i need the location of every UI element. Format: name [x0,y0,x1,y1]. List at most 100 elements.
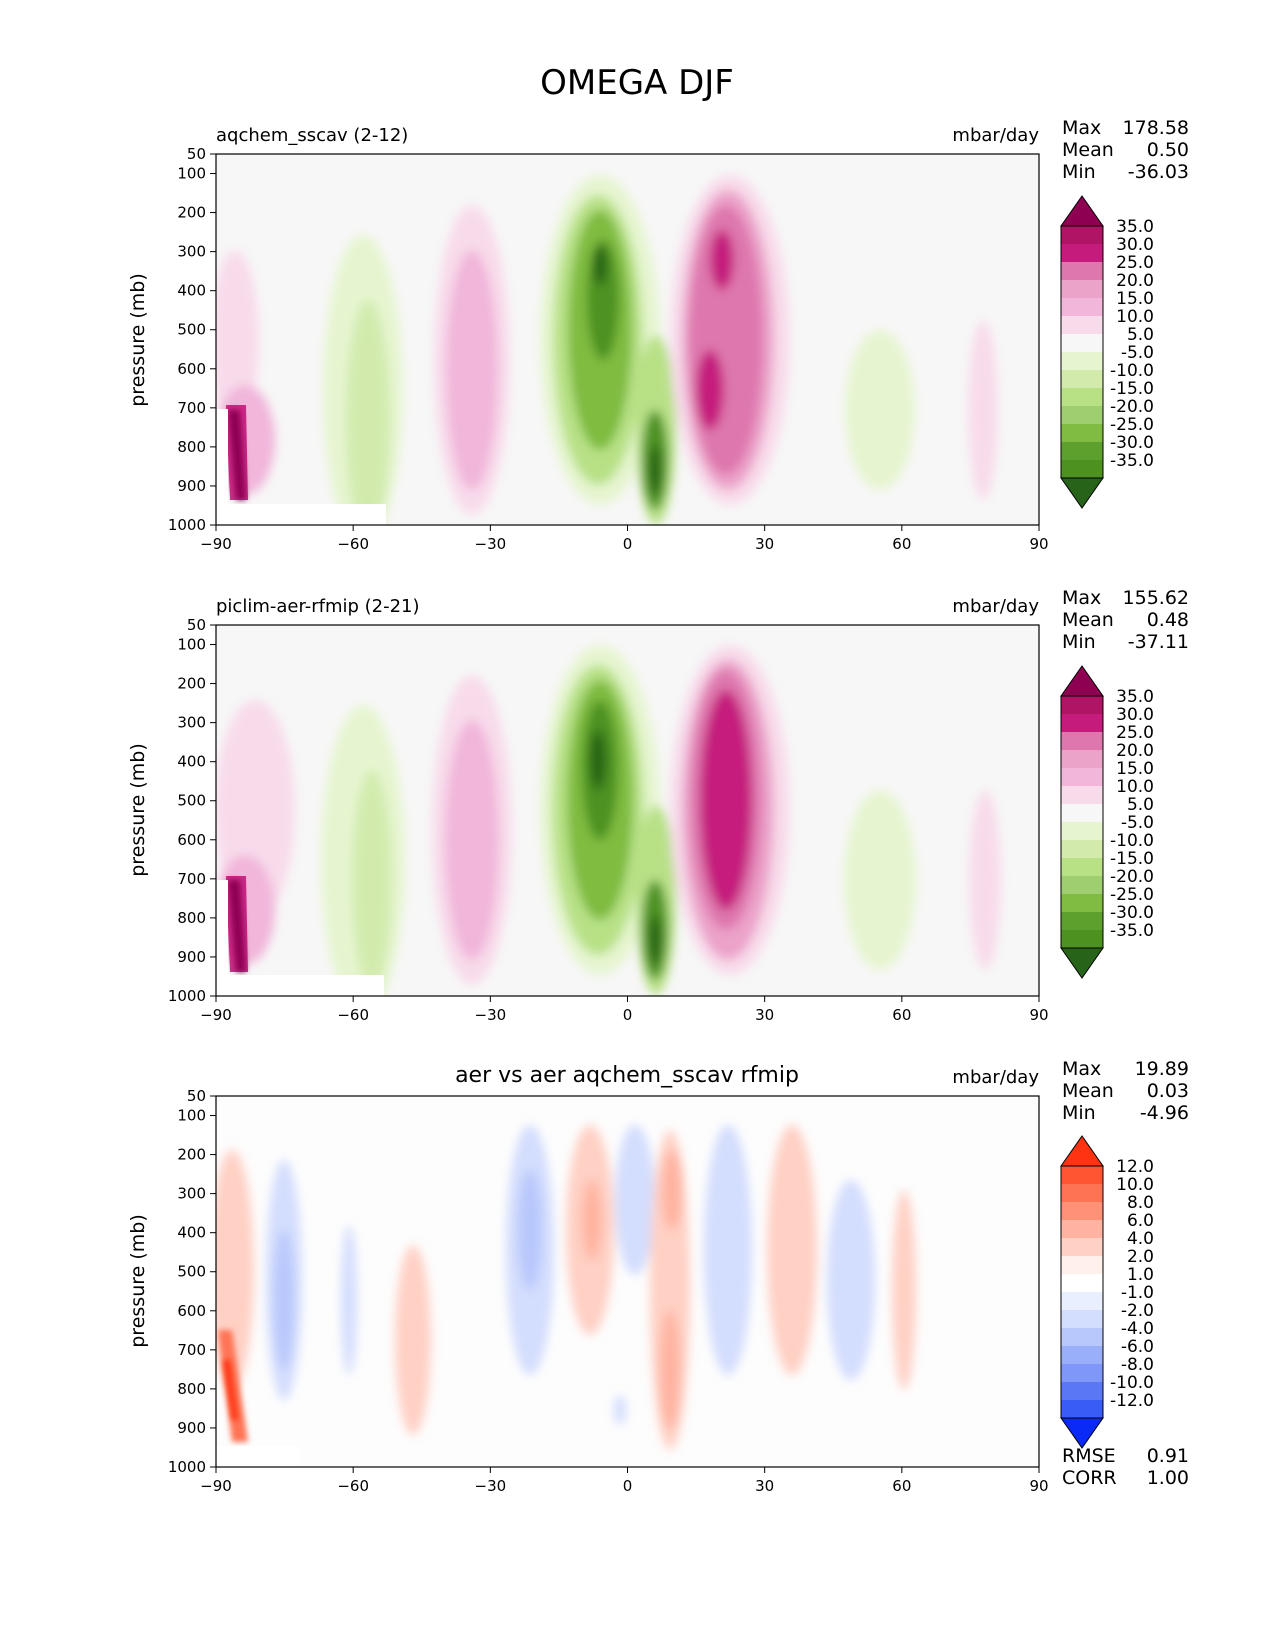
colorbar-segment [1061,334,1103,352]
panel-2-colorbar: 35.030.025.020.015.010.05.0-5.0-10.0-15.… [1060,665,1154,979]
colorbar-frame [1060,1165,1104,1419]
x-tick-label: −30 [475,1006,507,1024]
colorbar-tick-label: -25.0 [1110,885,1154,905]
x-tick-label: 90 [1029,535,1048,553]
colorbar-segment [1061,822,1103,840]
colorbar-segment [1061,1274,1103,1292]
colorbar-tick-label: 20.0 [1116,271,1154,291]
y-tick-label: 100 [177,636,206,654]
colorbar-tick-label: 10.0 [1116,1175,1154,1195]
colorbar-segment [1061,768,1103,786]
panel-3-error-metrics: RMSE 0.91 CORR 1.00 [1062,1445,1189,1489]
y-tick-label: 300 [177,1185,206,1203]
colorbar-tick-label: -30.0 [1110,903,1154,923]
y-tick-label: 1000 [168,516,206,534]
y-tick-label: 200 [177,675,206,693]
x-tick-label: −90 [200,535,232,553]
y-tick-label: 50 [187,145,206,163]
colorbar-tick-label: 10.0 [1116,307,1154,327]
colorbar-segment [1061,316,1103,334]
y-tick-label: 100 [177,165,206,183]
y-tick-label: 900 [177,1419,206,1437]
colorbar-tick-label: -12.0 [1110,1391,1154,1411]
colorbar-tick-label: -35.0 [1110,451,1154,471]
stat-label: Max [1062,587,1101,609]
y-tick-label: 600 [177,1302,206,1320]
panel-3-ylabel: pressure (mb) [127,1214,149,1348]
colorbar-tick-label: 15.0 [1116,289,1154,309]
colorbar-tick-label: 25.0 [1116,253,1154,273]
colorbar-segment [1061,442,1103,460]
y-tick-label: 400 [177,1224,206,1242]
y-tick-label: 800 [177,1380,206,1398]
colorbar-tick-label: -15.0 [1110,379,1154,399]
colorbar-segment [1061,388,1103,406]
y-tick-label: 100 [177,1107,206,1125]
colorbar-tick-label: -35.0 [1110,921,1154,941]
y-tick-label: 400 [177,282,206,300]
panel-2-title: piclim-aer-rfmip (2-21) [216,596,420,617]
y-tick-label: 800 [177,438,206,456]
stat-value: 0.50 [1147,139,1189,161]
stat-value: 19.89 [1135,1058,1189,1080]
colorbar-tick-label: -15.0 [1110,849,1154,869]
x-tick-label: 30 [755,1006,774,1024]
y-tick-label: 200 [177,204,206,222]
y-tick-label: 500 [177,792,206,810]
x-tick-label: 0 [623,1006,633,1024]
colorbar-frame [1060,695,1104,949]
y-tick-label: 700 [177,1341,206,1359]
stat-label: Mean [1062,609,1114,631]
colorbar-extend-top [1060,1135,1104,1167]
y-tick-label: 800 [177,909,206,927]
colorbar-segment [1061,226,1103,244]
colorbar-tick-label: -5.0 [1121,343,1154,363]
colorbar-tick-label: 12.0 [1116,1157,1154,1177]
stat-label: Mean [1062,139,1114,161]
panel-2-contours [216,645,1001,996]
x-tick-label: 30 [755,1477,774,1495]
colorbar-extend-bottom [1060,947,1104,979]
colorbar-tick-label: -30.0 [1110,433,1154,453]
x-tick-label: 60 [892,535,911,553]
y-tick-label: 1000 [168,1458,206,1476]
panel-2-stats: Max 155.62 Mean 0.48 Min -37.11 [1062,587,1189,653]
colorbar-segment [1061,1382,1103,1400]
colorbar-tick-label: 30.0 [1116,235,1154,255]
colorbar-tick-label: -8.0 [1121,1355,1154,1375]
y-tick-label: 900 [177,948,206,966]
x-tick-label: −90 [200,1477,232,1495]
stat-label: Min [1062,161,1096,183]
colorbar-segment [1061,858,1103,876]
x-tick-label: 30 [755,535,774,553]
stat-value: 0.48 [1147,609,1189,631]
colorbar-segment [1061,1166,1103,1184]
colorbar-segment [1061,280,1103,298]
panel-3-title: aer vs aer aqchem_sscav rfmip [455,1063,799,1088]
y-tick-label: 500 [177,321,206,339]
colorbar-tick-label: 4.0 [1127,1229,1154,1249]
x-tick-label: 90 [1029,1006,1048,1024]
stat-value: 0.03 [1147,1080,1189,1102]
x-tick-label: 60 [892,1477,911,1495]
metric-value: 1.00 [1147,1467,1189,1489]
stat-value: -36.03 [1128,161,1189,183]
colorbar-tick-label: -1.0 [1121,1283,1154,1303]
metric-label: RMSE [1062,1445,1116,1467]
y-tick-label: 1000 [168,987,206,1005]
x-tick-label: 0 [623,535,633,553]
y-tick-label: 600 [177,360,206,378]
metric-label: CORR [1062,1467,1117,1489]
colorbar-tick-label: -10.0 [1110,1373,1154,1393]
colorbar-segment [1061,804,1103,822]
colorbar-tick-label: 2.0 [1127,1247,1154,1267]
colorbar-tick-label: 5.0 [1127,325,1154,345]
colorbar-segment [1061,696,1103,714]
colorbar-frame [1060,225,1104,479]
stat-value: 155.62 [1123,587,1189,609]
colorbar-tick-label: 15.0 [1116,759,1154,779]
colorbar-segment [1061,370,1103,388]
panel-2-units: mbar/day [952,596,1039,617]
colorbar-extend-top [1060,665,1104,697]
